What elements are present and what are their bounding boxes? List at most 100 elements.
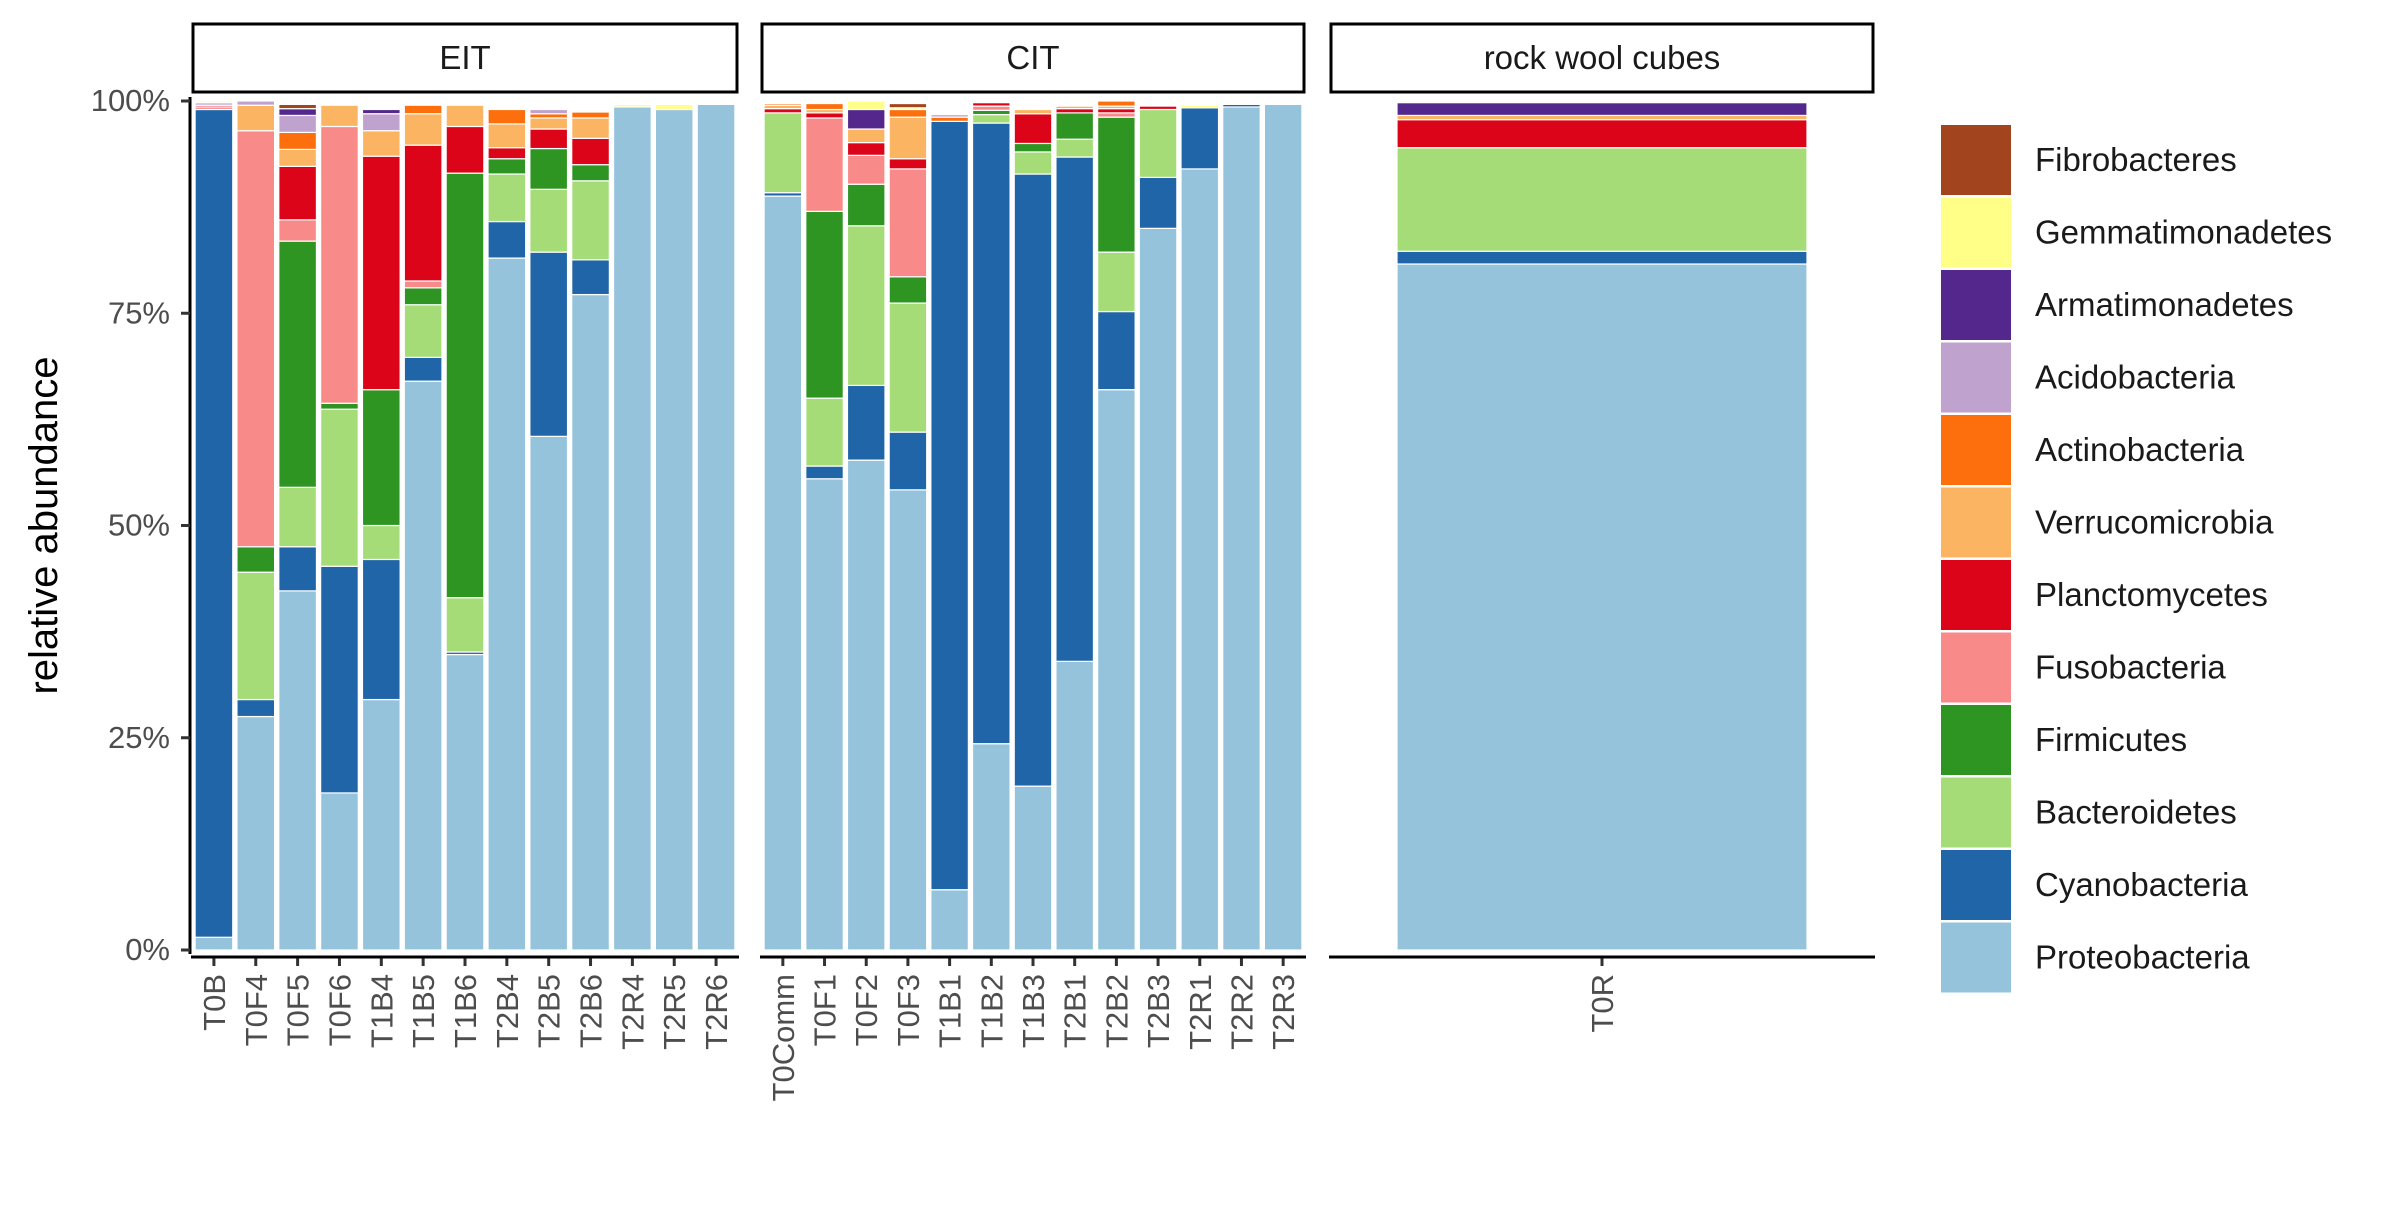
- bar-segment-t1b5-actinobacteria: [403, 104, 443, 115]
- bar-segment-t1b4-cyanobacteria: [361, 558, 401, 701]
- x-tick-label: T0F3: [891, 974, 926, 1046]
- x-tick-label: T2R5: [657, 974, 692, 1050]
- legend-key-cyanobacteria: [1941, 850, 2011, 920]
- bar-segment-t1b5-fusobacteria: [403, 280, 443, 289]
- bar-segment-t2b3-planctomycetes: [1138, 105, 1178, 111]
- y-axis-title: relative abundance: [22, 356, 66, 694]
- legend-label: Fibrobacteres: [2035, 141, 2237, 178]
- bar-segment-t1b2-firmicutes: [971, 109, 1011, 116]
- bar-segment-t2b1-planctomycetes: [1055, 108, 1095, 114]
- bar-segment-t0f4-verrucomicrobia: [236, 104, 276, 132]
- legend-label: Firmicutes: [2035, 721, 2187, 758]
- bar-segment-t0f6-bacteroidetes: [320, 408, 359, 567]
- bar-segment-t1b1-actinobacteria: [930, 116, 969, 122]
- bar-segment-t2b4-planctomycetes: [487, 147, 527, 160]
- bar-segment-t0f5-cyanobacteria: [278, 546, 318, 592]
- bar-segment-t0f2-gemmatimonadetes: [846, 100, 886, 111]
- bar-segment-t2b1-verrucomicrobia: [1055, 105, 1095, 110]
- bar-segment-t0f1-planctomycetes: [805, 112, 844, 119]
- bar-segment-t1b3-proteobacteria: [1013, 785, 1053, 951]
- bar-segment-t0b-cyanobacteria: [194, 108, 234, 938]
- x-tick-label: T1B1: [933, 974, 968, 1048]
- bar-segment-t0f4-proteobacteria: [236, 715, 276, 951]
- bar-segment-t2b1-proteobacteria: [1055, 660, 1095, 951]
- bar-segment-t1b5-cyanobacteria: [403, 356, 443, 382]
- bar-segment-t2b6-cyanobacteria: [571, 259, 610, 296]
- bar-segment-t0r-verrucomicrobia: [1396, 114, 1808, 121]
- bar-segment-t1b2-proteobacteria: [971, 743, 1011, 951]
- x-tick-label: T0R: [1585, 974, 1620, 1033]
- x-tick-label: T2B1: [1058, 974, 1093, 1048]
- bar-segment-t0f5-fusobacteria: [278, 219, 318, 242]
- bar-segment-t0f3-cyanobacteria: [888, 431, 928, 491]
- bar-segment-t0f5-fibrobacteres: [278, 103, 318, 110]
- bar-segment-t1b3-planctomycetes: [1013, 113, 1053, 145]
- bar-segment-t1b5-planctomycetes: [403, 144, 443, 282]
- bar-segment-t0f4-cyanobacteria: [236, 698, 276, 718]
- bar-segment-t2r1-gemmatimonadetes: [1180, 104, 1220, 109]
- y-tick-label: 75%: [108, 295, 170, 330]
- bar-segment-t2b5-actinobacteria: [529, 113, 569, 119]
- bar-segment-t2r3-proteobacteria: [1263, 103, 1303, 951]
- bar-segment-t0f6-firmicutes: [320, 402, 359, 410]
- bar-segment-t0f2-firmicutes: [846, 183, 886, 227]
- bar-segment-t0comm-bacteroidetes: [763, 112, 803, 194]
- bar-segment-t0f5-actinobacteria: [278, 131, 318, 150]
- bar-segment-t2r2-proteobacteria: [1222, 106, 1261, 951]
- bar-segment-t1b4-verrucomicrobia: [361, 130, 401, 157]
- bar-segment-t1b4-bacteroidetes: [361, 524, 401, 561]
- x-tick-label: T0F6: [322, 974, 357, 1046]
- bar-segment-t1b3-verrucomicrobia: [1013, 108, 1053, 115]
- bar-segment-t2b6-actinobacteria: [571, 111, 610, 119]
- bar-segment-t0f5-planctomycetes: [278, 165, 318, 221]
- bar-segment-t1b6-planctomycetes: [445, 125, 485, 174]
- bar-segment-t0f5-armatimonadetes: [278, 108, 318, 117]
- bar-segment-t1b6-proteobacteria: [445, 653, 485, 951]
- bar-segment-t0r-cyanobacteria: [1396, 250, 1808, 265]
- x-tick-label: T0F2: [849, 974, 884, 1046]
- bar-segment-t0r-planctomycetes: [1396, 119, 1808, 149]
- x-tick-label: T0F5: [281, 974, 316, 1046]
- bar-segment-t2b3-bacteroidetes: [1138, 108, 1178, 179]
- bar-segment-t2r2-cyanobacteria: [1222, 103, 1261, 108]
- bar-segment-t1b5-bacteroidetes: [403, 304, 443, 358]
- bar-segment-t0f5-verrucomicrobia: [278, 148, 318, 167]
- bar-segment-t0f1-firmicutes: [805, 210, 844, 399]
- panel-title: rock wool cubes: [1484, 39, 1721, 76]
- legend-key-firmicutes: [1941, 705, 2011, 775]
- bar-segment-t2b6-bacteroidetes: [571, 180, 610, 261]
- bar-segment-t0b-proteobacteria: [194, 936, 234, 951]
- bar-segment-t2b3-proteobacteria: [1138, 227, 1178, 951]
- bar-segment-t0f2-bacteroidetes: [846, 225, 886, 387]
- bar-segment-t0f3-bacteroidetes: [888, 302, 928, 433]
- bar-segment-t0f5-firmicutes: [278, 240, 318, 488]
- bar-segment-t0f3-verrucomicrobia: [888, 116, 928, 160]
- bar-segment-t0f2-cyanobacteria: [846, 384, 886, 461]
- bar-segment-t2b4-verrucomicrobia: [487, 123, 527, 149]
- bar-segment-t2b2-cyanobacteria: [1097, 310, 1136, 391]
- bar-segment-t2b2-firmicutes: [1097, 116, 1136, 253]
- x-tick-label: T1B5: [406, 974, 441, 1048]
- bar-segment-t2b5-proteobacteria: [529, 435, 569, 951]
- bar-segment-t1b1-acidobacteria: [930, 113, 969, 118]
- x-tick-label: T2R3: [1266, 974, 1301, 1050]
- legend-key-proteobacteria: [1941, 922, 2011, 993]
- panel-strip-cit: [760, 22, 1306, 94]
- bar-segment-t0f2-verrucomicrobia: [846, 128, 886, 144]
- bar-segment-t0r-armatimonadetes: [1396, 102, 1808, 117]
- bar-segment-t2b1-cyanobacteria: [1055, 156, 1095, 662]
- x-tick-label: T0F4: [239, 974, 274, 1046]
- bar-segment-t2b1-bacteroidetes: [1055, 138, 1095, 158]
- bar-segment-t0comm-planctomycetes: [763, 108, 803, 114]
- bar-segment-t1b6-bacteroidetes: [445, 597, 485, 653]
- x-tick-label: T0F1: [808, 974, 843, 1046]
- bar-segment-t0f3-fibrobacteres: [888, 102, 928, 109]
- bar-segment-t0comm-proteobacteria: [763, 195, 803, 951]
- bar-segment-t0f6-cyanobacteria: [320, 565, 359, 794]
- bar-segment-t0f2-planctomycetes: [846, 142, 886, 156]
- legend-key-bacteroidetes: [1941, 777, 2011, 848]
- bar-segment-t0f6-fusobacteria: [320, 125, 359, 404]
- bar-segment-t1b6-verrucomicrobia: [445, 104, 485, 128]
- bar-segment-t1b1-cyanobacteria: [930, 120, 969, 891]
